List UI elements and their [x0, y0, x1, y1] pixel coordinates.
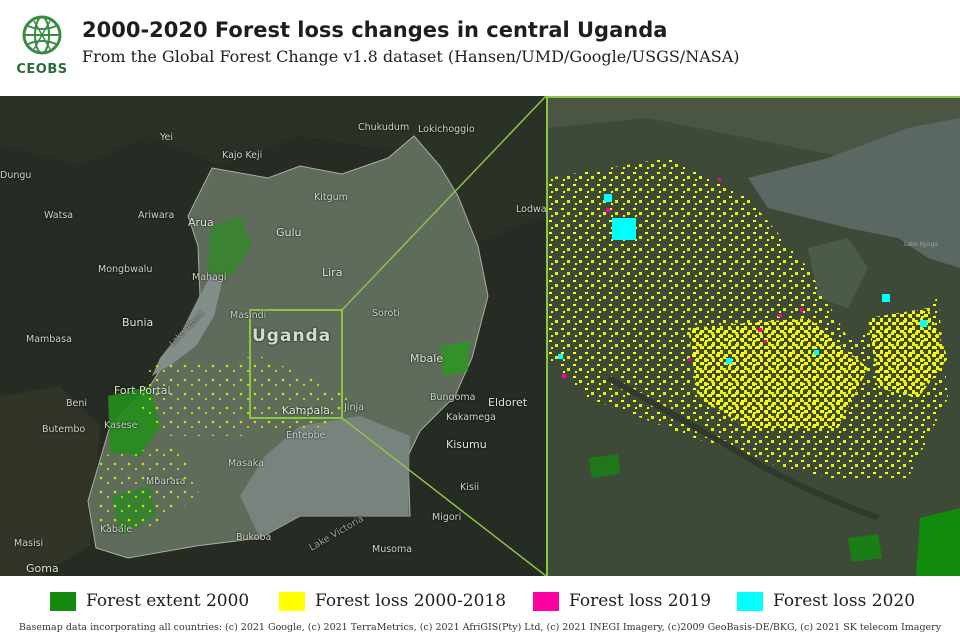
legend-swatch — [50, 591, 76, 611]
place-label: Mahagi — [192, 272, 227, 283]
legend-item-forest-extent: Forest extent 2000 — [50, 591, 249, 611]
forest-patch-east — [440, 341, 470, 376]
place-label: Beni — [66, 398, 88, 409]
place-label: Masindi — [230, 310, 267, 321]
place-label: Lokichoggio — [418, 124, 475, 135]
lake-kyoga-label: Lake Kyoga — [904, 241, 938, 248]
country-label: Uganda — [252, 326, 332, 346]
globe-icon — [22, 15, 62, 55]
loss-2020-points — [558, 194, 927, 364]
place-label: Kabale — [100, 524, 133, 535]
place-label: Watsa — [44, 210, 74, 221]
basemap-credits: Basemap data incorporating all countries… — [18, 622, 942, 633]
place-label: Entebbe — [286, 430, 326, 441]
inset-map[interactable]: Lake Kyoga — [546, 96, 960, 576]
lake-victoria — [240, 416, 410, 538]
place-label: Mbale — [410, 352, 444, 365]
legend: Forest extent 2000 Forest loss 2000-2018… — [0, 576, 960, 620]
place-label: Kajo Keji — [222, 150, 263, 161]
place-label: Musoma — [372, 544, 413, 555]
place-label: Kisii — [460, 482, 480, 493]
terrain-north — [0, 96, 546, 246]
place-label: Kampala — [282, 404, 330, 417]
place-label: Mambasa — [26, 334, 72, 345]
inset-river — [606, 375, 880, 521]
place-label: Arua — [188, 216, 214, 229]
terrain-west — [0, 386, 100, 576]
place-label: Mongbwalu — [98, 264, 153, 275]
place-label: Masaka — [228, 458, 264, 469]
inset-loss-dense — [688, 318, 868, 428]
place-label: Kisumu — [446, 438, 487, 451]
lake-albert — [152, 276, 222, 376]
connector-line-bottom — [341, 417, 546, 576]
inset-wetland — [808, 238, 868, 308]
connector-line-top — [341, 96, 546, 311]
loss-2019-points — [562, 178, 803, 378]
place-label: Gulu — [276, 226, 302, 239]
place-label: Kasese — [104, 420, 138, 431]
legend-item-loss-2020: Forest loss 2020 — [737, 591, 915, 611]
place-label: Dungu — [0, 170, 32, 181]
place-label: Eldoret — [488, 396, 528, 409]
legend-swatch — [737, 591, 763, 611]
map-area[interactable]: Chukudum Lokichoggio Yei Kajo Keji Dungu… — [0, 96, 960, 576]
forest-loss-southwest — [96, 446, 200, 526]
place-label: Masisi — [14, 538, 44, 549]
lake-kyoga — [748, 118, 960, 268]
place-label: Butembo — [42, 424, 86, 435]
place-label: Lodwar — [516, 204, 551, 215]
forest-extent-patches — [588, 454, 960, 576]
logo-text: CEOBS — [16, 62, 68, 77]
place-label: Bunia — [122, 316, 154, 329]
place-label: Kakamega — [446, 412, 496, 423]
legend-label: Forest extent 2000 — [86, 591, 250, 611]
legend-swatch — [279, 591, 305, 611]
page-subtitle: From the Global Forest Change v1.8 datas… — [82, 47, 740, 66]
place-label: Goma — [26, 562, 59, 575]
place-label: Jinja — [344, 402, 364, 413]
place-label: Bungoma — [430, 392, 476, 403]
inset-map-canvas[interactable]: Lake Kyoga — [548, 98, 960, 576]
place-label: Mbarara — [146, 476, 186, 487]
legend-item-loss-2019: Forest loss 2019 — [533, 591, 711, 611]
place-label: Ariwara — [138, 210, 175, 221]
page-title: 2000-2020 Forest loss changes in central… — [82, 18, 668, 42]
inset-loss-east — [868, 308, 948, 398]
place-label: Kitgum — [314, 192, 348, 203]
place-label: Fort Portal — [114, 384, 171, 397]
forest-loss-central — [140, 356, 350, 436]
place-label: Bukoba — [236, 532, 272, 543]
overview-map[interactable] — [0, 96, 546, 576]
inset-extent-box[interactable] — [249, 309, 343, 419]
place-label: Soroti — [372, 308, 400, 319]
place-label: Yei — [160, 132, 174, 143]
legend-item-loss-2000-2018: Forest loss 2000-2018 — [279, 591, 506, 611]
inset-terrain-north — [548, 98, 960, 198]
legend-label: Forest loss 2019 — [569, 591, 712, 611]
legend-label: Forest loss 2020 — [773, 591, 916, 611]
ceobs-logo: CEOBS — [14, 12, 70, 82]
place-label: Chukudum — [358, 122, 410, 133]
legend-swatch — [533, 591, 559, 611]
header: CEOBS 2000-2020 Forest loss changes in c… — [0, 0, 960, 96]
legend-label: Forest loss 2000-2018 — [315, 591, 507, 611]
place-label: Lira — [322, 266, 343, 279]
place-label: Migori — [432, 512, 462, 523]
forest-patch-north — [208, 216, 252, 276]
